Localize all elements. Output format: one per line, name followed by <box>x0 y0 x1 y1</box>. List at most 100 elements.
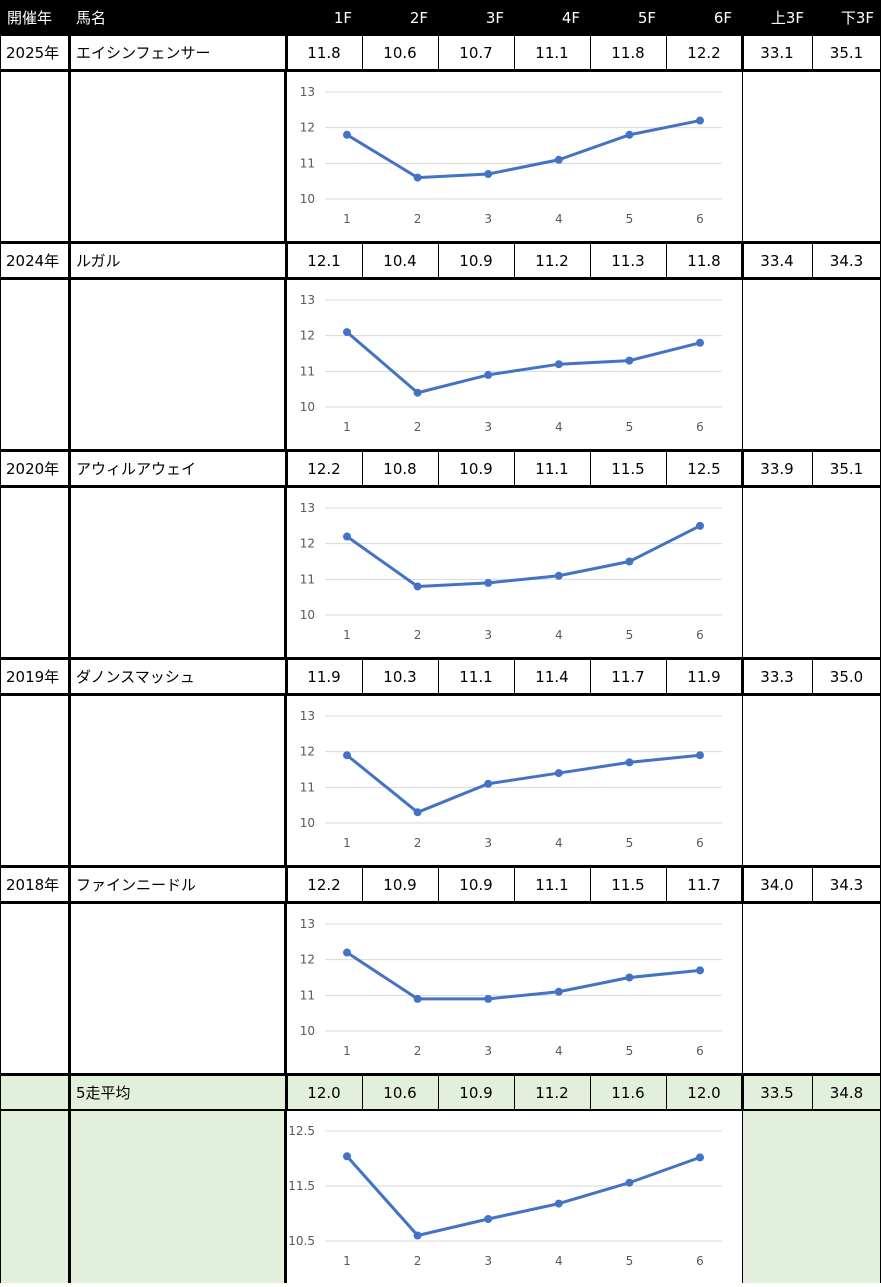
y-tick-label: 10.5 <box>288 1234 315 1248</box>
data-point <box>625 130 634 139</box>
y-tick-label: 13 <box>300 917 315 931</box>
data-point <box>554 360 563 369</box>
cell-divider <box>438 1076 439 1109</box>
row-separator <box>0 693 881 696</box>
y-tick-label: 10 <box>300 192 315 206</box>
cell-divider <box>438 244 439 277</box>
split-5f: 11.7 <box>611 668 645 686</box>
y-tick-label: 13 <box>300 293 315 307</box>
split-5f: 11.3 <box>611 252 645 270</box>
y-tick-label: 12 <box>300 329 315 343</box>
cell-divider <box>666 36 667 69</box>
x-tick-label: 5 <box>626 836 634 850</box>
data-point <box>625 758 634 767</box>
cell-divider <box>741 244 744 277</box>
y-tick-label: 11 <box>300 156 315 170</box>
cell-divider <box>741 1076 744 1109</box>
chart-divider <box>741 488 743 657</box>
race-year: 2024年 <box>6 252 60 270</box>
header-year: 開催年 <box>7 9 53 27</box>
split-4f: 11.1 <box>535 44 569 62</box>
split-6f: 11.9 <box>687 668 721 686</box>
x-tick-label: 5 <box>626 628 634 642</box>
x-tick-label: 3 <box>484 212 492 226</box>
cell-divider <box>438 660 439 693</box>
y-tick-label: 11.5 <box>288 1179 315 1193</box>
series-line <box>346 524 701 588</box>
cell-divider <box>590 1076 591 1109</box>
line-chart: 10 11 12 13 1 2 3 4 5 6 <box>287 488 742 657</box>
data-point <box>413 808 422 817</box>
split-5f: 11.6 <box>611 1084 645 1102</box>
first3-time: 33.9 <box>760 460 794 478</box>
row-separator <box>0 657 881 660</box>
data-point <box>696 521 704 530</box>
x-tick-label: 2 <box>414 836 422 850</box>
horse-name: エイシンフェンサー <box>76 44 211 62</box>
horse-name: ルガル <box>76 252 121 270</box>
x-tick-label: 2 <box>414 628 422 642</box>
chart-divider <box>284 72 287 241</box>
y-tick-label: 13 <box>300 501 315 515</box>
row-separator <box>0 69 881 72</box>
cell-divider <box>666 868 667 901</box>
avg-chart-bg-right <box>742 1111 881 1283</box>
row-separator <box>0 865 881 868</box>
x-tick-label: 5 <box>626 212 634 226</box>
frame-left <box>0 36 1 1283</box>
last3-time: 35.1 <box>829 460 864 478</box>
data-point <box>413 173 422 182</box>
data-point <box>343 532 351 541</box>
x-tick-label: 1 <box>343 836 351 850</box>
cell-divider <box>741 868 744 901</box>
x-tick-label: 2 <box>414 420 422 434</box>
split-5f: 11.5 <box>611 876 645 894</box>
horse-name: ダノンスマッシュ <box>76 668 195 686</box>
split-4f: 11.4 <box>535 668 569 686</box>
cell-divider <box>285 452 288 485</box>
split-2f: 10.6 <box>383 1084 417 1102</box>
data-point <box>696 338 704 347</box>
cell-divider <box>812 868 813 901</box>
split-3f: 11.1 <box>459 668 493 686</box>
avg-row-bg <box>0 1076 881 1109</box>
y-tick-label: 11 <box>300 988 315 1002</box>
cell-divider <box>590 868 591 901</box>
x-tick-label: 5 <box>626 1044 634 1058</box>
y-tick-label: 10 <box>300 1024 315 1038</box>
chart-divider <box>741 696 743 865</box>
data-point <box>625 356 634 365</box>
series-line <box>346 951 701 1001</box>
x-tick-label: 4 <box>555 212 563 226</box>
x-tick-label: 3 <box>484 1044 492 1058</box>
first3-time: 33.4 <box>760 252 794 270</box>
cell-divider <box>438 868 439 901</box>
first3-time: 34.0 <box>760 876 794 894</box>
x-tick-label: 5 <box>626 1254 634 1268</box>
split-1f: 12.0 <box>307 1084 341 1102</box>
data-point <box>554 571 563 580</box>
data-point <box>484 370 493 379</box>
split-5f: 11.8 <box>611 44 645 62</box>
chart-divider <box>284 904 287 1073</box>
line-chart: 10 11 12 13 1 2 3 4 5 6 <box>287 280 742 449</box>
data-point <box>625 1178 634 1187</box>
y-tick-label: 10 <box>300 816 315 830</box>
line-chart: 10 11 12 13 1 2 3 4 5 6 <box>287 904 742 1073</box>
avg-chart-bg-left <box>0 1111 286 1283</box>
row-separator <box>0 241 881 244</box>
header-col-4f: 4F <box>561 9 580 27</box>
y-tick-label: 12 <box>300 745 315 759</box>
split-1f: 11.8 <box>307 44 341 62</box>
cell-divider <box>514 244 515 277</box>
cell-divider <box>812 452 813 485</box>
chart-divider <box>741 904 743 1073</box>
horse-name: ファインニードル <box>76 876 197 894</box>
chart-divider <box>68 488 71 657</box>
data-point <box>343 751 351 760</box>
last3-time: 34.3 <box>829 252 864 270</box>
split-2f: 10.8 <box>383 460 417 478</box>
x-tick-label: 3 <box>484 1254 492 1268</box>
cell-divider <box>812 660 813 693</box>
first3-time: 33.3 <box>760 668 794 686</box>
